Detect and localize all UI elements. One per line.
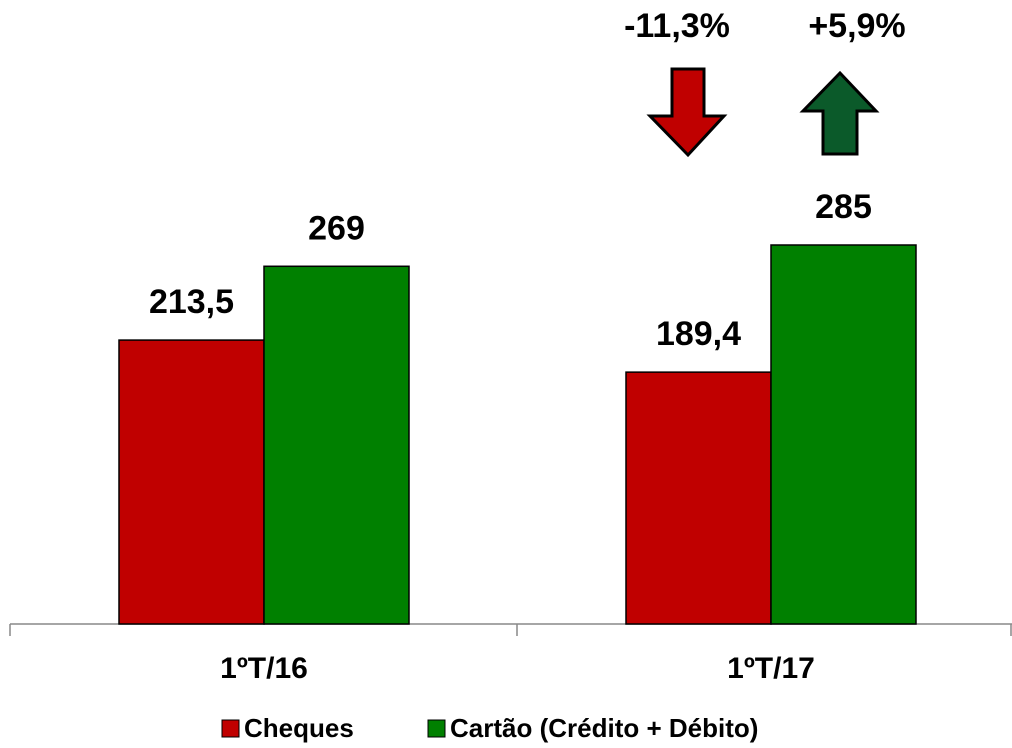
- up-arrow: [799, 70, 880, 156]
- data-label: 189,4: [656, 315, 741, 353]
- legend-label: Cheques: [244, 713, 354, 743]
- bar: [770, 244, 917, 625]
- legend-swatch: [221, 719, 240, 738]
- x-tick-label: 1ºT/16: [220, 652, 308, 685]
- x-tick-label: 1ºT/17: [727, 652, 815, 685]
- bar: [625, 371, 772, 625]
- legend-label: Cartão (Crédito + Débito): [450, 713, 758, 743]
- data-label: 285: [815, 188, 872, 226]
- bar: [263, 265, 410, 625]
- legend-swatch: [427, 719, 446, 738]
- data-label: 213,5: [149, 283, 234, 321]
- down-arrow: [646, 67, 728, 158]
- annotation: +5,9%: [808, 7, 905, 45]
- data-label: 269: [308, 209, 365, 247]
- annotation: -11,3%: [624, 7, 730, 45]
- bar: [118, 339, 265, 625]
